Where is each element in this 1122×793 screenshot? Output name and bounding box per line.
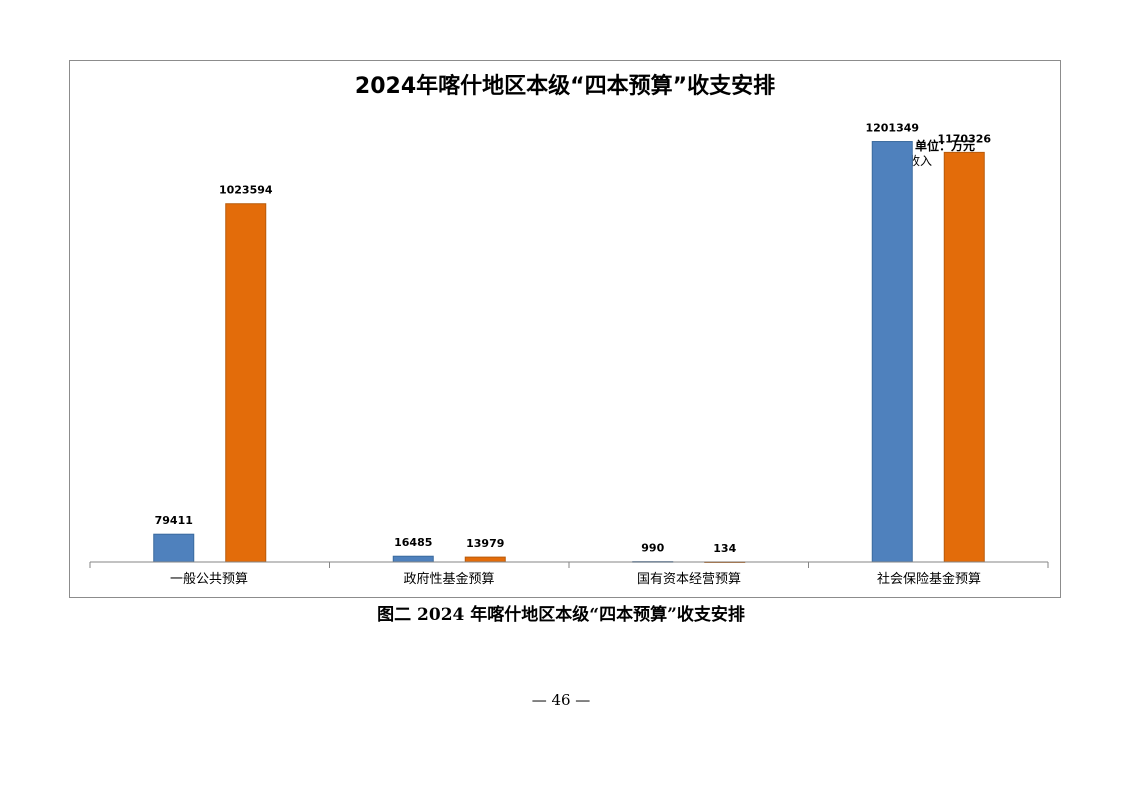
page-number: — 46 — [531, 691, 591, 709]
unit-label: 单位：万元 [915, 138, 975, 153]
category-label-state-capital: 国有资本经营预算 [637, 572, 741, 587]
data-label-income-state-capital: 990 [641, 542, 664, 555]
bars-group [153, 141, 985, 563]
data-label-expense-state-capital: 134 [713, 542, 736, 555]
bar-expense-government-fund [464, 556, 506, 563]
chart-svg: 2024年喀什地区本级“四本预算”收支安排 单位：万元 收入 支出 794111… [89, 73, 1049, 587]
chart-title: 2024年喀什地区本级“四本预算”收支安排 [355, 73, 775, 99]
data-labels-group: 79411 1023594 16485 13979 990 134 1201349 11703… [155, 122, 992, 555]
bar-income-social-insurance [871, 141, 913, 563]
bar-income-government-fund [392, 555, 434, 563]
x-axis-ticks [89, 562, 1049, 568]
data-label-income-social-insurance: 1201349 [865, 122, 919, 135]
chart-frame: 2024年喀什地区本级“四本预算”收支安排 单位：万元 收入 支出 794111… [69, 60, 1061, 598]
bar-income-general-public [153, 533, 195, 563]
bar-expense-general-public [225, 203, 267, 563]
bar-expense-social-insurance [943, 151, 985, 563]
figure-caption: 图二 2024 年喀什地区本级“四本预算”收支安排 [377, 605, 745, 625]
data-label-expense-social-insurance: 1170326 [937, 132, 991, 145]
data-label-expense-government-fund: 13979 [466, 537, 504, 550]
legend-label-income: 收入 [908, 154, 932, 168]
data-label-income-government-fund: 16485 [394, 536, 432, 549]
category-label-general-public: 一般公共预算 [170, 571, 248, 587]
category-label-government-fund: 政府性基金预算 [403, 571, 494, 587]
category-label-social-insurance: 社会保险基金预算 [877, 571, 981, 587]
data-label-income-general-public: 79411 [155, 514, 193, 527]
data-label-expense-general-public: 1023594 [219, 184, 273, 197]
